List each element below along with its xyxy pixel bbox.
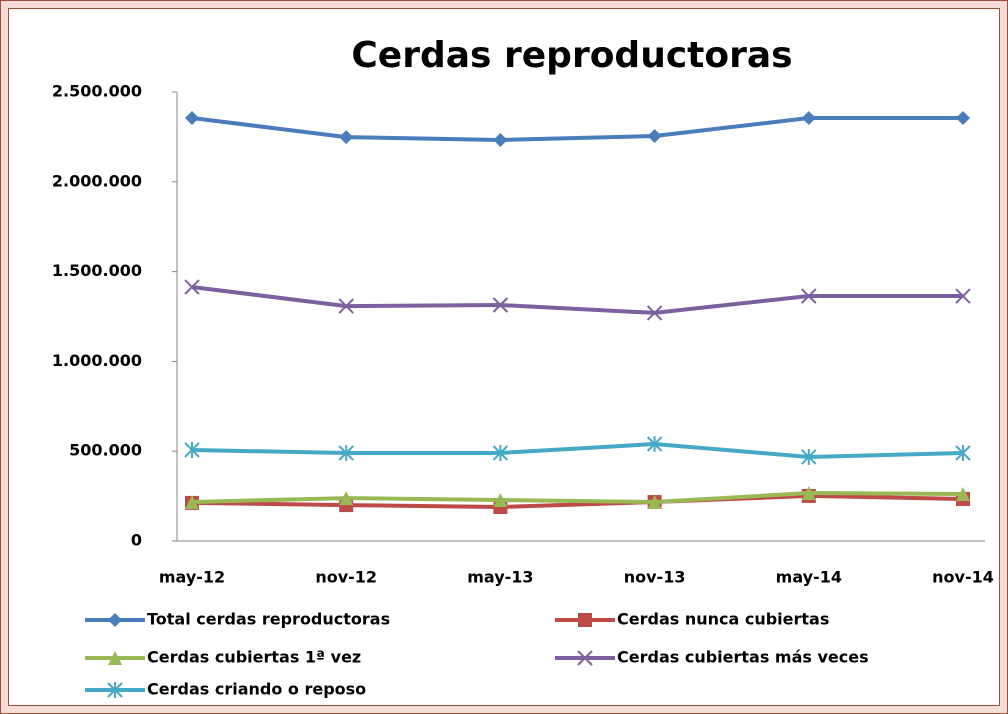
data-point [956, 486, 970, 501]
x-tick-label: nov-12 [315, 568, 377, 587]
y-tick-label: 2.500.000 [52, 82, 142, 101]
y-tick-label: 1.500.000 [52, 261, 142, 280]
series-line [191, 493, 964, 510]
data-point [955, 444, 971, 461]
legend-label: Cerdas cubiertas más veces [617, 648, 869, 667]
data-point [646, 305, 663, 321]
data-point [646, 436, 663, 453]
x-tick-label: may-14 [776, 568, 842, 587]
x-tick-label: nov-14 [932, 568, 994, 587]
data-point [801, 486, 816, 501]
y-tick-label: 1.000.000 [52, 351, 142, 370]
data-point [493, 493, 508, 508]
y-tick-label: 500.000 [69, 441, 142, 460]
data-point [339, 130, 354, 145]
data-point [339, 491, 354, 506]
legend-label: Cerdas cubiertas 1ª vez [147, 648, 361, 667]
legend-label: Total cerdas reproductoras [147, 610, 390, 629]
data-point [647, 129, 662, 144]
x-tick-label: may-12 [159, 568, 225, 587]
data-point [647, 495, 662, 510]
data-point [184, 279, 200, 295]
y-tick-label: 0 [131, 531, 142, 550]
data-point [184, 441, 200, 458]
data-point [956, 111, 970, 126]
y-tick-label: 2.000.000 [52, 171, 142, 190]
data-point [338, 444, 354, 461]
series-line [191, 285, 963, 315]
legend-label: Cerdas nunca cubiertas [617, 610, 829, 629]
series-line [191, 491, 964, 505]
data-point [185, 111, 199, 126]
data-point [801, 288, 817, 304]
legend-marker [107, 682, 123, 698]
series-line [191, 442, 964, 459]
data-point [338, 298, 354, 314]
legend-label: Cerdas criando o reposo [147, 680, 366, 699]
legend-marker [578, 613, 592, 627]
chart-area [8, 8, 1000, 706]
data-point [955, 288, 971, 304]
series-line [191, 116, 963, 142]
data-point [492, 297, 509, 313]
data-point [801, 111, 816, 126]
data-point [185, 495, 199, 510]
data-point [493, 132, 508, 147]
legend-marker [108, 651, 122, 665]
legend-marker [577, 650, 593, 666]
data-point [801, 448, 817, 465]
chart-title: Cerdas reproductoras [351, 35, 792, 76]
legend-marker [108, 613, 122, 627]
data-point [492, 444, 509, 461]
x-tick-label: nov-13 [624, 568, 686, 587]
x-tick-label: may-13 [467, 568, 533, 587]
